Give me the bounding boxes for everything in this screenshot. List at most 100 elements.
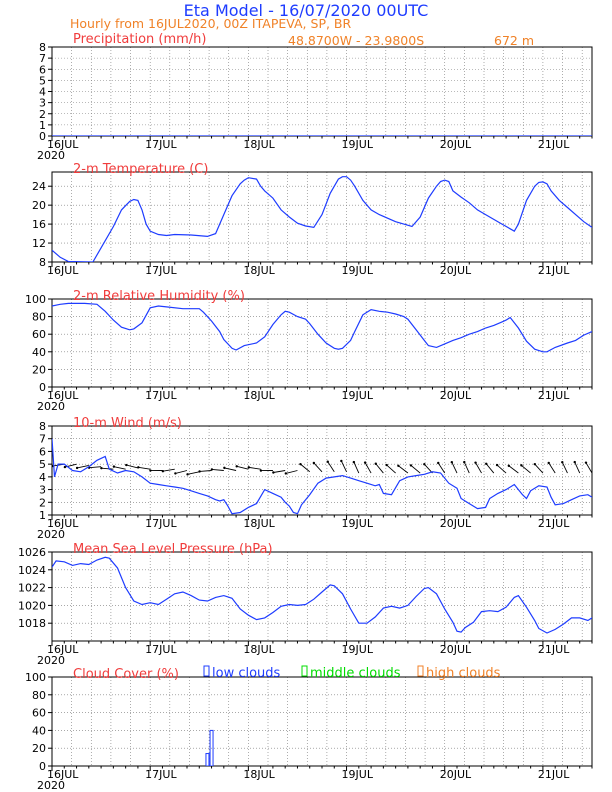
x-tick-label: 21JUL [538,517,570,530]
x-tick-label: 18JUL [243,389,275,402]
wind-arrow [300,463,311,473]
wind-arrow [353,461,360,474]
wind-arrowhead [520,464,523,467]
x-tick-label: 17JUL [145,517,177,530]
y-tick-label: 8 [39,41,46,54]
x-tick-label: 16JUL [47,517,79,530]
y-tick-label: 2 [39,108,46,121]
wind-arrow [597,464,605,473]
y-tick-label: 1018 [18,617,46,630]
wind-arrow [126,464,139,469]
wind-arrowhead [284,472,288,475]
wind-arrow [340,460,347,472]
y-tick-label: 0 [39,381,46,394]
x-tick-label: 20JUL [440,643,472,656]
x-tick-label: 21JUL [538,138,570,151]
wind-arrowhead [223,466,226,470]
wind-arrowhead [533,462,537,466]
x-year-label: 2020 [37,779,65,792]
x-tick-label: 20JUL [440,138,472,151]
wind-arrow [313,462,323,473]
series-line-wind [52,438,592,515]
x-tick-label: 21JUL [538,264,570,277]
wind-arrow [437,462,446,474]
y-tick-label: 100 [25,671,46,684]
wind-arrow [162,468,175,472]
y-tick-label: 12 [32,237,46,250]
wind-arrow [585,462,592,474]
panel-title: Precipitation (mm/h) [73,32,206,47]
x-tick-label: 19JUL [342,389,374,402]
panel-frame [51,551,593,642]
plot-area [52,302,592,353]
wind-arrowhead [352,460,356,464]
figure-subtitle: Hourly from 16JUL2020, 00Z ITAPEVA, SP, … [70,16,352,31]
wind-arrow [236,465,249,470]
wind-arrowhead [247,466,250,469]
cloud-bar [209,729,214,766]
wind-arrow [101,467,114,470]
panel-frame [51,676,593,767]
y-tick-label: 80 [32,689,46,702]
x-tick-label: 20JUL [440,517,472,530]
wind-arrow [508,465,519,474]
wind-arrowhead [174,472,177,475]
wind-arrow [138,466,151,470]
cloud-bar [205,753,210,766]
wind-arrowhead [259,469,263,472]
x-tick-label: 16JUL [47,264,79,277]
y-tick-label: 3 [39,484,46,497]
y-tick-label: 24 [32,180,46,193]
x-tick-label: 21JUL [538,389,570,402]
y-tick-label: 40 [32,724,46,737]
y-tick-label: 0 [39,130,46,143]
legend-swatch [417,665,424,677]
y-tick-label: 1024 [18,564,46,577]
panel-title: 2-m Relative Humidity (%) [73,289,245,304]
x-tick-label: 19JUL [342,517,374,530]
wind-arrowhead [112,465,116,468]
y-tick-label: 1026 [18,546,46,559]
wind-arrowhead [495,463,499,467]
legend-label: low clouds [212,666,281,681]
legend-label: middle clouds [310,666,401,681]
wind-arrow [248,466,261,470]
wind-arrowhead [423,463,426,466]
wind-arrowhead [125,463,128,467]
x-tick-label: 19JUL [342,264,374,277]
wind-arrow [386,464,396,474]
wind-arrow [273,470,286,473]
x-tick-label: 21JUL [538,768,570,781]
y-tick-label: 100 [25,293,46,306]
wind-arrow [327,461,335,473]
wind-arrowhead [463,460,466,464]
wind-arrow [496,464,507,474]
panel-title: Cloud Cover (%) [73,667,179,682]
y-tick-label: 1022 [18,582,46,595]
plot-area [205,729,214,766]
location-coordinates: 48.8700W - 23.9800S [288,33,424,48]
wind-arrowhead [186,473,189,476]
x-year-label: 2020 [37,149,65,162]
wind-arrowhead [374,462,377,465]
wind-arrow [364,462,372,474]
wind-arrowhead [235,465,238,468]
y-tick-label: 7 [39,52,46,65]
wind-arrowhead [210,468,214,471]
wind-arrowhead [385,463,388,467]
panel-frame [51,425,593,516]
legend-swatch [301,665,308,677]
y-tick-label: 6 [39,63,46,76]
cloud-legend: low clouds middle clouds high clouds [203,665,501,681]
wind-arrowhead [63,465,67,469]
y-tick-label: 6 [39,445,46,458]
x-tick-label: 18JUL [243,517,275,530]
y-tick-label: 4 [39,86,46,99]
panel-frame [51,298,593,388]
y-tick-label: 0 [39,760,46,773]
wind-arrow [187,471,200,475]
x-year-label: 2020 [37,400,65,413]
x-tick-label: 20JUL [440,768,472,781]
